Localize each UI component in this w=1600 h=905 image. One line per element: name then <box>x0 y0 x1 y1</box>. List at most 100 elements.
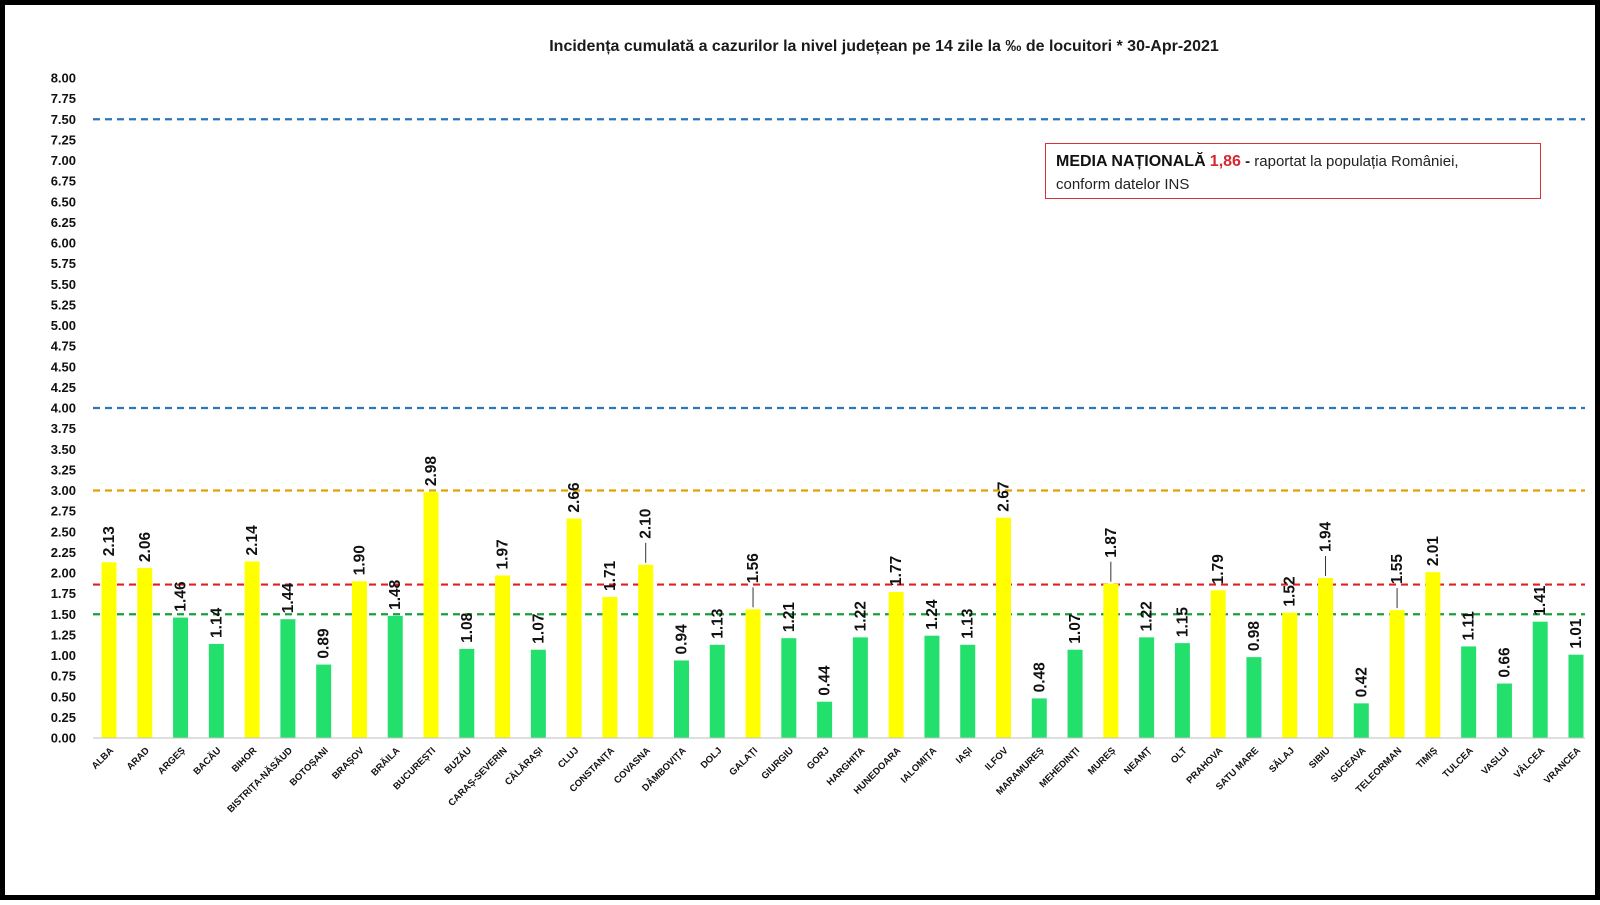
note-text-line-1: raportat la populația României, <box>1254 153 1459 170</box>
data-label: 1.07 <box>1067 614 1084 644</box>
x-tick-label: BOTOȘANI <box>288 745 331 788</box>
reference-lines <box>93 118 1585 616</box>
y-tick-label: 5.00 <box>51 318 76 333</box>
y-tick-label: 0.50 <box>51 689 76 704</box>
bar <box>1103 583 1119 738</box>
x-tick-label: IALOMIȚA <box>899 745 939 785</box>
y-tick-label: 2.75 <box>51 504 76 519</box>
bar <box>1139 637 1155 738</box>
y-tick-label: 6.25 <box>51 215 76 230</box>
bar <box>495 575 511 738</box>
y-tick-label: 6.75 <box>51 174 76 189</box>
x-tick-label: VÂLCEA <box>1511 745 1547 781</box>
data-label: 1.13 <box>960 608 977 639</box>
data-label: 1.87 <box>1103 528 1120 558</box>
x-tick-label: BIHOR <box>230 745 260 775</box>
bar <box>960 644 976 738</box>
data-labels: 2.13 2.06 1.46 1.14 2.14 1.44 0.89 1.90 1.48 2.98… <box>101 456 1585 698</box>
y-tick-label: 2.00 <box>51 566 76 581</box>
note-dash: - <box>1245 153 1251 170</box>
x-tick-label: BACĂU <box>191 745 223 777</box>
x-tick-label: DOLJ <box>699 745 725 771</box>
data-label: 1.13 <box>709 608 726 639</box>
x-tick-label: ILFOV <box>983 745 1011 773</box>
y-tick-label: 5.75 <box>51 256 76 271</box>
x-tick-label: BRĂILA <box>369 745 402 778</box>
data-label: 1.22 <box>852 601 869 631</box>
x-tick-label: SIBIU <box>1307 745 1333 771</box>
y-tick-label: 3.50 <box>51 442 76 457</box>
bar <box>459 648 475 738</box>
y-tick-label: 8.00 <box>51 71 76 86</box>
data-label: 1.22 <box>1139 601 1156 631</box>
bar <box>1496 683 1512 738</box>
y-tick-label: 7.50 <box>51 112 76 127</box>
bar <box>1425 572 1441 738</box>
bar <box>566 518 582 738</box>
data-label: 1.41 <box>1532 585 1549 616</box>
bar <box>1461 646 1477 738</box>
x-tick-label: TULCEA <box>1441 745 1476 780</box>
data-label: 1.71 <box>602 560 619 591</box>
bar <box>316 664 332 738</box>
data-label: 1.21 <box>781 602 798 633</box>
x-tick-label: GORJ <box>805 745 832 772</box>
bar <box>244 561 260 738</box>
data-label: 0.48 <box>1031 662 1048 693</box>
data-label: 1.94 <box>1318 521 1335 552</box>
y-tick-label: 1.25 <box>51 627 76 642</box>
data-label: 1.55 <box>1389 554 1406 585</box>
x-tick-label: GIURGIU <box>759 745 796 782</box>
x-tick-label: VRANCEA <box>1542 745 1583 786</box>
x-tick-label: CLUJ <box>556 745 581 770</box>
y-tick-label: 6.50 <box>51 194 76 209</box>
bar <box>852 637 868 738</box>
bar <box>1067 649 1083 738</box>
bar <box>1568 654 1584 738</box>
y-tick-label: 2.50 <box>51 524 76 539</box>
bar <box>1031 698 1047 738</box>
x-tick-label: TIMIȘ <box>1414 745 1440 771</box>
label-leader-lines <box>645 542 1398 609</box>
data-label: 2.01 <box>1425 536 1442 567</box>
bars <box>101 492 1584 738</box>
x-tick-label: OLT <box>1169 745 1190 766</box>
bar <box>745 609 761 738</box>
x-tick-label: MUREȘ <box>1086 745 1118 777</box>
data-label: 1.77 <box>888 556 905 586</box>
bar <box>101 562 117 738</box>
data-label: 0.98 <box>1246 621 1263 652</box>
data-label: 0.89 <box>316 628 333 659</box>
y-tick-label: 4.00 <box>51 401 76 416</box>
bar <box>1532 621 1548 738</box>
data-label: 0.42 <box>1353 667 1370 697</box>
note-line-1: MEDIA NAȚIONALĂ 1,86 - raportat la popul… <box>1056 150 1530 173</box>
x-tick-label: NEAMȚ <box>1122 745 1154 777</box>
y-tick-label: 4.50 <box>51 359 76 374</box>
y-tick-label: 5.50 <box>51 277 76 292</box>
x-tick-label: BUZĂU <box>443 745 474 776</box>
y-tick-label: 0.75 <box>51 669 76 684</box>
data-label: 1.46 <box>173 581 190 612</box>
y-tick-label: 1.75 <box>51 586 76 601</box>
note-line-2: conform datelor INS <box>1056 176 1190 193</box>
bar <box>817 701 833 738</box>
bar <box>387 615 403 738</box>
x-tick-label: BRAȘOV <box>330 745 367 782</box>
bar <box>1353 703 1369 738</box>
bar <box>1318 577 1334 738</box>
bar <box>1174 643 1190 738</box>
bar <box>1282 612 1298 738</box>
bar <box>781 638 797 738</box>
y-tick-label: 2.25 <box>51 545 76 560</box>
bar <box>173 617 189 738</box>
y-tick-label: 3.75 <box>51 421 76 436</box>
x-tick-label: BISTRIȚA-NĂSĂUD <box>225 745 295 815</box>
y-tick-label: 0.25 <box>51 710 76 725</box>
bar <box>1210 590 1226 738</box>
x-tick-label: GALAȚI <box>727 745 760 778</box>
data-label: 1.14 <box>208 607 225 638</box>
bar <box>602 596 618 738</box>
y-tick-label: 1.50 <box>51 607 76 622</box>
